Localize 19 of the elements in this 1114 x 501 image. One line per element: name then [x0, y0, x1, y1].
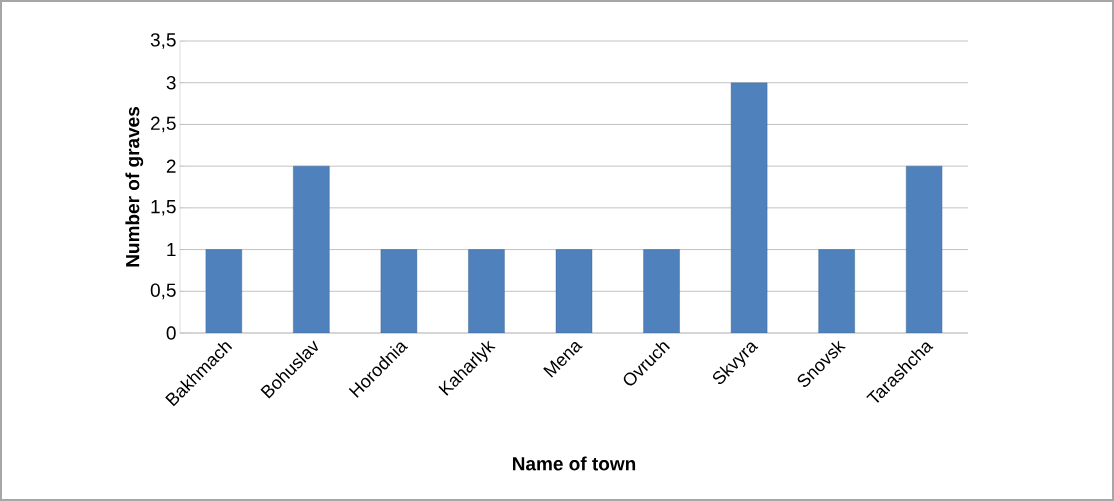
y-axis-title: Number of graves	[125, 107, 144, 267]
bar	[818, 249, 855, 333]
bar	[380, 249, 418, 333]
bar	[643, 249, 680, 333]
bar	[293, 165, 330, 333]
y-tick-label: 1	[167, 243, 176, 257]
bar	[730, 82, 768, 333]
bar	[468, 249, 505, 333]
bar	[906, 165, 943, 333]
y-tick-label: 0	[166, 326, 176, 340]
bar	[555, 249, 593, 333]
x-axis-title: Name of town	[512, 456, 636, 471]
y-tick-label: 3,5	[150, 33, 176, 49]
y-tick-label: 2,5	[151, 116, 176, 133]
y-tick-label: 2	[166, 159, 176, 173]
bar	[205, 249, 242, 333]
y-tick-label: 0,5	[150, 283, 176, 300]
y-tick-label: 3	[166, 75, 176, 90]
y-tick-label: 1,5	[151, 200, 176, 216]
